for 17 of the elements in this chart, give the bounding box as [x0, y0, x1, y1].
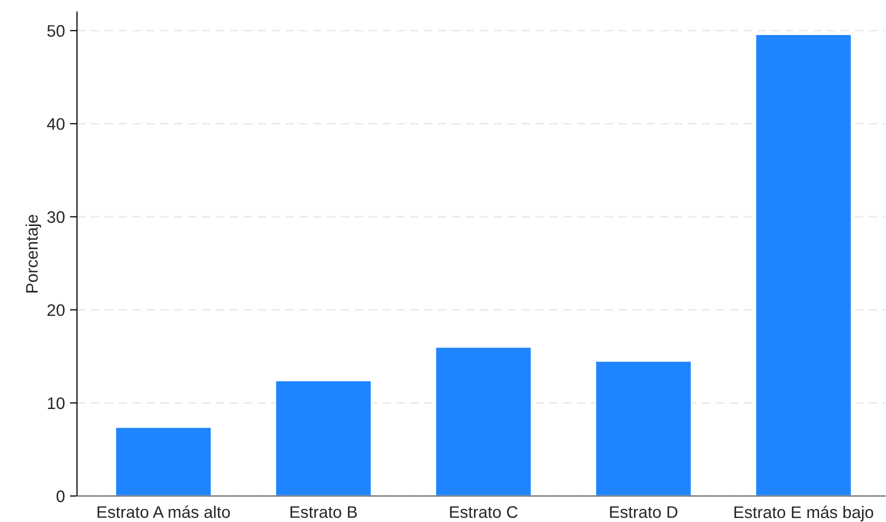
x-tick-label: Estrato D — [610, 506, 678, 518]
x-tick-label: Estrato B — [290, 506, 357, 518]
x-tick-label: Estrato E más bajo — [734, 506, 874, 522]
y-tick-label: 40 — [47, 118, 65, 130]
y-tick-label: 30 — [47, 211, 65, 223]
y-tick-label: 20 — [47, 304, 65, 316]
x-tick-label: Estrato C — [450, 506, 518, 518]
bar — [114, 426, 212, 496]
bar — [754, 34, 852, 496]
bar — [274, 380, 372, 496]
bar — [434, 346, 532, 496]
y-tick-label: 0 — [56, 490, 65, 502]
bar — [594, 360, 692, 496]
y-tick-label: 50 — [47, 25, 65, 37]
y-tick-label: 10 — [48, 397, 65, 410]
x-tick-label: Estrato A más alto — [98, 506, 230, 518]
y-axis-title: Porcentaje — [26, 214, 42, 292]
